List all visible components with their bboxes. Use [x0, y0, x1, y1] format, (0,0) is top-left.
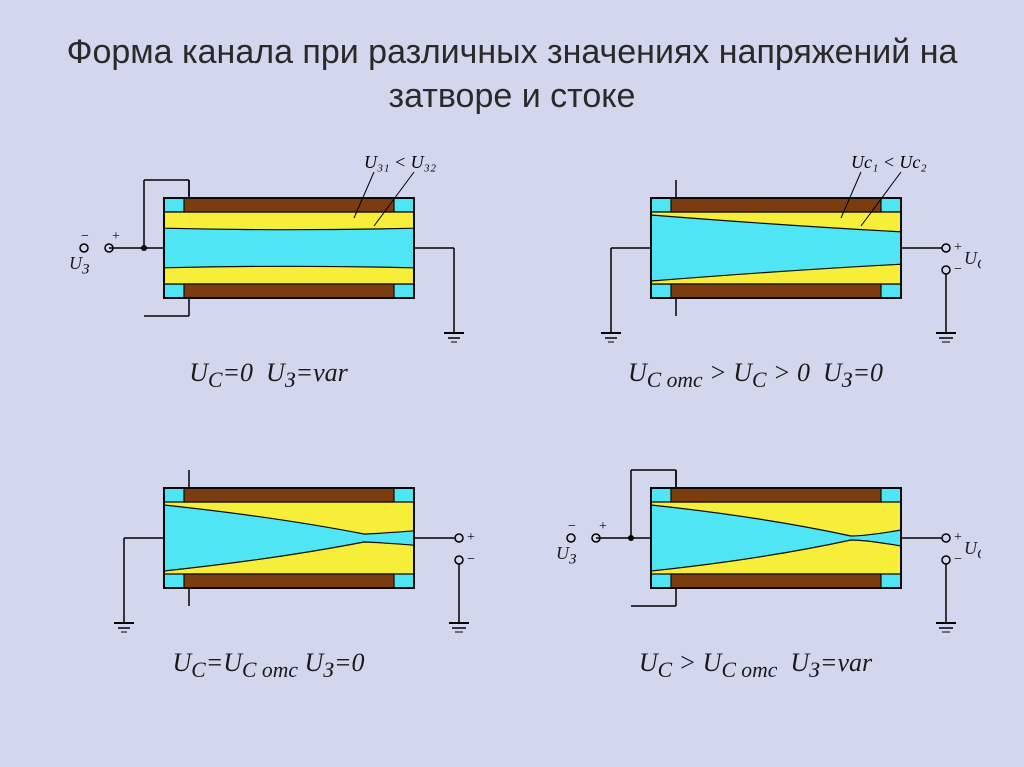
diagram-wrap: + −UЗ U₃₁ < U₃₂ [44, 148, 494, 348]
diagram-grid: + −UЗ U₃₁ < U₃₂ UС=0 UЗ=var [0, 128, 1024, 728]
panel-caption: UС > UС отс UЗ=var [639, 648, 872, 683]
device-diagram: + − [44, 438, 494, 638]
svg-text:−: − [954, 552, 962, 567]
diagram-wrap: + − [44, 438, 494, 638]
device-diagram: + −UЗ + − UC [531, 438, 981, 638]
svg-text:−: − [467, 552, 475, 567]
slide: Форма канала при различных значениях нап… [0, 0, 1024, 767]
panel-caption: UС=UС отс UЗ=0 [172, 648, 364, 683]
device-diagram: + − UCUc₁ < Uc₂ [531, 148, 981, 348]
svg-text:+: + [112, 229, 120, 244]
svg-text:+: + [599, 519, 607, 534]
panel-caption: UС=0 UЗ=var [189, 358, 348, 393]
device-diagram: + −UЗ U₃₁ < U₃₂ [44, 148, 494, 348]
annotation-label: U₃₁ < U₃₂ [364, 152, 436, 172]
panel-top-left: + −UЗ U₃₁ < U₃₂ UС=0 UЗ=var [40, 148, 497, 418]
svg-text:−: − [954, 262, 962, 277]
panel-bottom-left: + − UС=UС отс UЗ=0 [40, 438, 497, 708]
panel-caption: UС отс > UС > 0 UЗ=0 [628, 358, 883, 393]
svg-text:+: + [954, 240, 962, 255]
panel-top-right: + − UCUc₁ < Uc₂ UС отс > UС > 0 UЗ=0 [527, 148, 984, 418]
svg-text:−: − [81, 229, 89, 244]
svg-text:−: − [568, 519, 576, 534]
diagram-wrap: + − UCUc₁ < Uc₂ [531, 148, 981, 348]
slide-title: Форма канала при различных значениях нап… [0, 0, 1024, 128]
svg-text:+: + [467, 530, 475, 545]
annotation-label: Uc₁ < Uc₂ [851, 152, 927, 172]
diagram-wrap: + −UЗ + − UC [531, 438, 981, 638]
svg-text:+: + [954, 530, 962, 545]
panel-bottom-right: + −UЗ + − UC UС > UС отс UЗ=var [527, 438, 984, 708]
